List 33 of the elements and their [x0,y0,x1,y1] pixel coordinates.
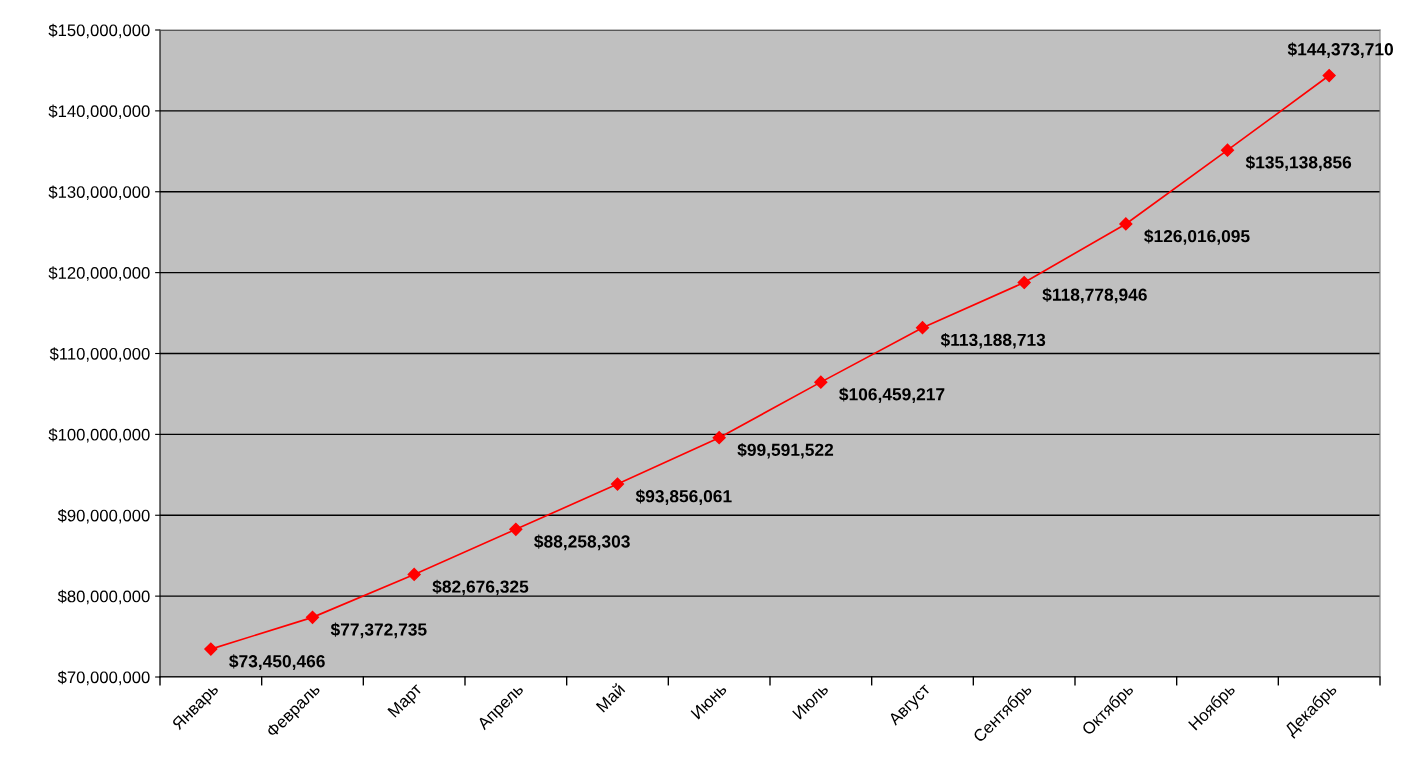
data-label: $126,016,095 [1144,229,1250,245]
point [1220,143,1235,157]
point [610,477,625,491]
y-tick-label: $100,000,000 [48,428,150,443]
point [407,567,421,582]
data-label: $73,450,466 [229,654,325,670]
point [204,642,218,656]
data-label: $113,188,713 [940,332,1046,349]
point [1017,275,1031,290]
y-tick-label: $80,000,000 [57,589,150,605]
y-tick-label: $140,000,000 [48,104,150,120]
point [1119,217,1133,231]
point [814,375,828,389]
y-tick-label: $150,000,000 [48,23,150,39]
point [712,431,726,445]
y-tick-label: $120,000,000 [48,266,150,281]
y-tick-label: $70,000,000 [57,670,150,686]
data-label: $135,138,856 [1245,155,1352,172]
data-label: $106,459,217 [839,387,945,403]
y-tick-label: $110,000,000 [49,347,150,362]
point [1322,68,1336,83]
y-tick-label: $90,000,000 [57,508,150,524]
point [509,522,523,536]
data-label: $144,373,710 [1287,42,1393,58]
data-label: $93,856,061 [635,489,732,505]
data-label: $118,778,946 [1042,287,1147,304]
y-tick-label: $130,000,000 [48,185,150,200]
point [915,321,930,335]
data-label: $88,258,303 [534,534,630,551]
point [305,610,320,624]
data-label: $77,372,735 [330,622,427,639]
data-label: $82,676,325 [432,579,529,596]
data-label: $99,591,522 [737,442,834,459]
